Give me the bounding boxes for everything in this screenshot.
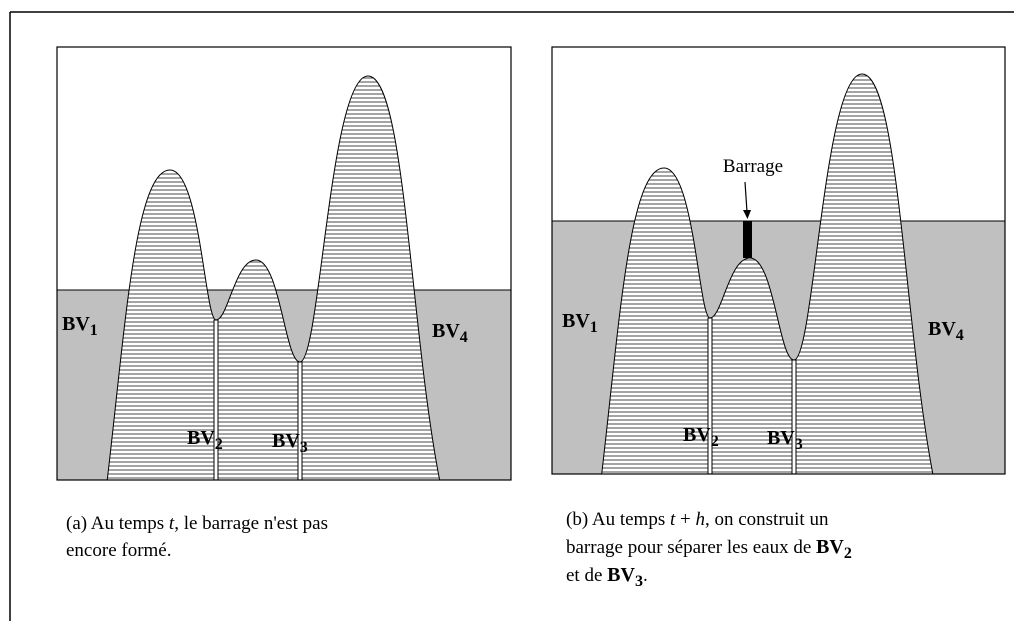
caption-a: encore formé.: [66, 540, 172, 561]
caption-a: (a) Au temps t, le barrage n'est pas: [66, 513, 328, 534]
label-bv1: BV1: [562, 310, 598, 336]
caption-b: barrage pour séparer les eaux de BV2: [566, 536, 852, 562]
caption-b: et de BV3.: [566, 564, 648, 590]
caption-b: (b) Au temps t + h, on construit un: [566, 509, 829, 530]
panel-b: [552, 73, 1005, 474]
label-bv2: BV2: [187, 427, 223, 453]
label-bv2: BV2: [683, 424, 719, 450]
annotation: Barrage: [723, 156, 783, 177]
label-bv3: BV3: [272, 430, 308, 456]
label-bv3: BV3: [767, 427, 803, 453]
panel-a: [57, 75, 511, 480]
arrow: [744, 181, 748, 213]
panel-b-border: [551, 46, 1006, 475]
label-bv4: BV4: [928, 318, 964, 344]
panel-a-border: [56, 46, 512, 481]
label-bv4: BV4: [432, 320, 468, 346]
arrow-head: [743, 210, 751, 219]
label-bv1: BV1: [62, 313, 98, 339]
